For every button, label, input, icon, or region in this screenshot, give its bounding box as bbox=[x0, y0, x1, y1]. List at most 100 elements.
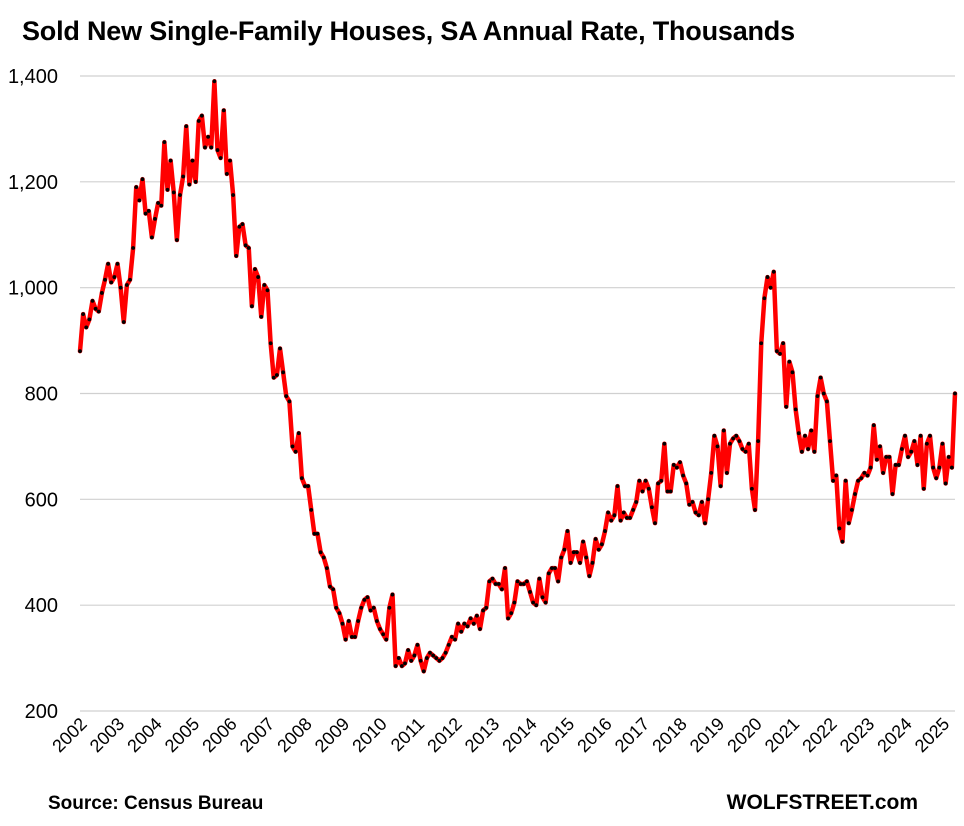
data-point bbox=[218, 156, 223, 160]
data-point bbox=[246, 246, 251, 250]
data-point bbox=[712, 433, 717, 438]
data-point bbox=[299, 476, 304, 481]
data-point bbox=[415, 642, 420, 647]
x-tick-label: 2024 bbox=[873, 714, 915, 756]
data-point bbox=[353, 635, 357, 639]
data-point bbox=[731, 436, 736, 441]
data-point bbox=[409, 658, 414, 663]
data-point bbox=[318, 550, 323, 555]
data-point bbox=[178, 193, 182, 197]
y-tick-label: 1,200 bbox=[8, 172, 58, 194]
data-point bbox=[893, 463, 898, 467]
data-point bbox=[396, 656, 401, 660]
data-point bbox=[465, 624, 470, 629]
data-point bbox=[653, 521, 657, 526]
data-point bbox=[606, 510, 611, 515]
data-point bbox=[243, 243, 248, 248]
y-axis-ticks: 200 400 600 800 1,000 1,200 1,400 bbox=[8, 66, 58, 723]
data-point bbox=[640, 489, 645, 494]
data-point bbox=[649, 505, 654, 510]
brand-label: WOLFSTREET.com bbox=[726, 791, 918, 814]
data-point bbox=[556, 579, 561, 584]
data-point bbox=[315, 531, 320, 536]
data-point bbox=[237, 224, 242, 229]
data-point bbox=[662, 441, 667, 446]
data-point bbox=[106, 261, 111, 266]
data-point bbox=[715, 444, 720, 449]
data-point bbox=[103, 277, 107, 282]
data-point bbox=[603, 529, 607, 533]
data-point bbox=[881, 470, 886, 475]
data-point bbox=[406, 648, 411, 653]
data-point bbox=[784, 404, 789, 409]
data-point bbox=[212, 79, 217, 84]
data-point bbox=[449, 635, 454, 639]
data-point bbox=[871, 423, 876, 428]
data-point bbox=[821, 391, 826, 396]
data-point bbox=[199, 113, 204, 118]
data-point bbox=[681, 473, 686, 478]
data-point bbox=[403, 661, 407, 666]
data-point bbox=[749, 486, 754, 491]
data-point bbox=[159, 203, 164, 208]
data-point bbox=[512, 600, 517, 605]
data-point bbox=[471, 621, 476, 626]
data-point bbox=[859, 476, 864, 481]
data-point bbox=[699, 500, 704, 504]
data-point bbox=[646, 486, 651, 491]
data-point bbox=[196, 119, 201, 123]
data-point bbox=[481, 608, 486, 613]
data-point bbox=[424, 656, 429, 660]
data-point bbox=[109, 280, 114, 285]
data-point bbox=[765, 275, 770, 279]
data-point bbox=[87, 317, 92, 322]
data-point bbox=[643, 478, 648, 483]
data-point bbox=[949, 465, 954, 470]
data-point bbox=[249, 304, 254, 309]
data-point bbox=[209, 145, 214, 150]
x-tick-label: 2007 bbox=[236, 714, 278, 756]
data-point bbox=[687, 502, 692, 507]
data-point bbox=[156, 201, 161, 205]
data-point bbox=[356, 619, 361, 623]
data-point bbox=[165, 187, 170, 192]
data-point bbox=[168, 158, 173, 163]
data-point bbox=[668, 489, 673, 494]
data-point bbox=[112, 275, 117, 279]
data-point bbox=[124, 283, 129, 287]
x-tick-label: 2004 bbox=[123, 714, 165, 756]
x-tick-label: 2008 bbox=[273, 714, 315, 756]
data-point bbox=[828, 439, 832, 444]
data-point bbox=[474, 613, 479, 618]
data-point bbox=[281, 370, 286, 375]
data-point bbox=[234, 254, 239, 258]
data-point bbox=[346, 619, 351, 623]
data-point bbox=[903, 433, 907, 438]
data-point bbox=[706, 497, 711, 502]
data-point bbox=[806, 447, 811, 451]
data-point bbox=[690, 500, 695, 504]
data-point bbox=[943, 481, 948, 486]
data-point bbox=[884, 455, 889, 459]
data-point bbox=[665, 489, 670, 494]
data-point bbox=[803, 433, 807, 438]
data-point bbox=[793, 407, 798, 412]
data-point bbox=[846, 521, 851, 526]
data-point bbox=[853, 492, 857, 496]
data-point bbox=[368, 608, 373, 613]
data-point bbox=[753, 508, 757, 512]
data-point bbox=[268, 341, 273, 346]
data-point bbox=[843, 478, 848, 483]
data-point bbox=[456, 621, 461, 626]
data-point bbox=[615, 484, 620, 488]
data-point bbox=[259, 314, 264, 319]
data-point bbox=[812, 449, 817, 454]
x-axis-ticks: 2002200320042005200620072008200920102011… bbox=[48, 714, 953, 756]
x-tick-label: 2003 bbox=[86, 714, 128, 756]
y-tick-label: 800 bbox=[25, 384, 58, 406]
data-point bbox=[874, 457, 879, 462]
data-point bbox=[184, 124, 189, 129]
data-point bbox=[274, 373, 279, 377]
data-point bbox=[221, 108, 226, 113]
data-point bbox=[462, 621, 467, 626]
